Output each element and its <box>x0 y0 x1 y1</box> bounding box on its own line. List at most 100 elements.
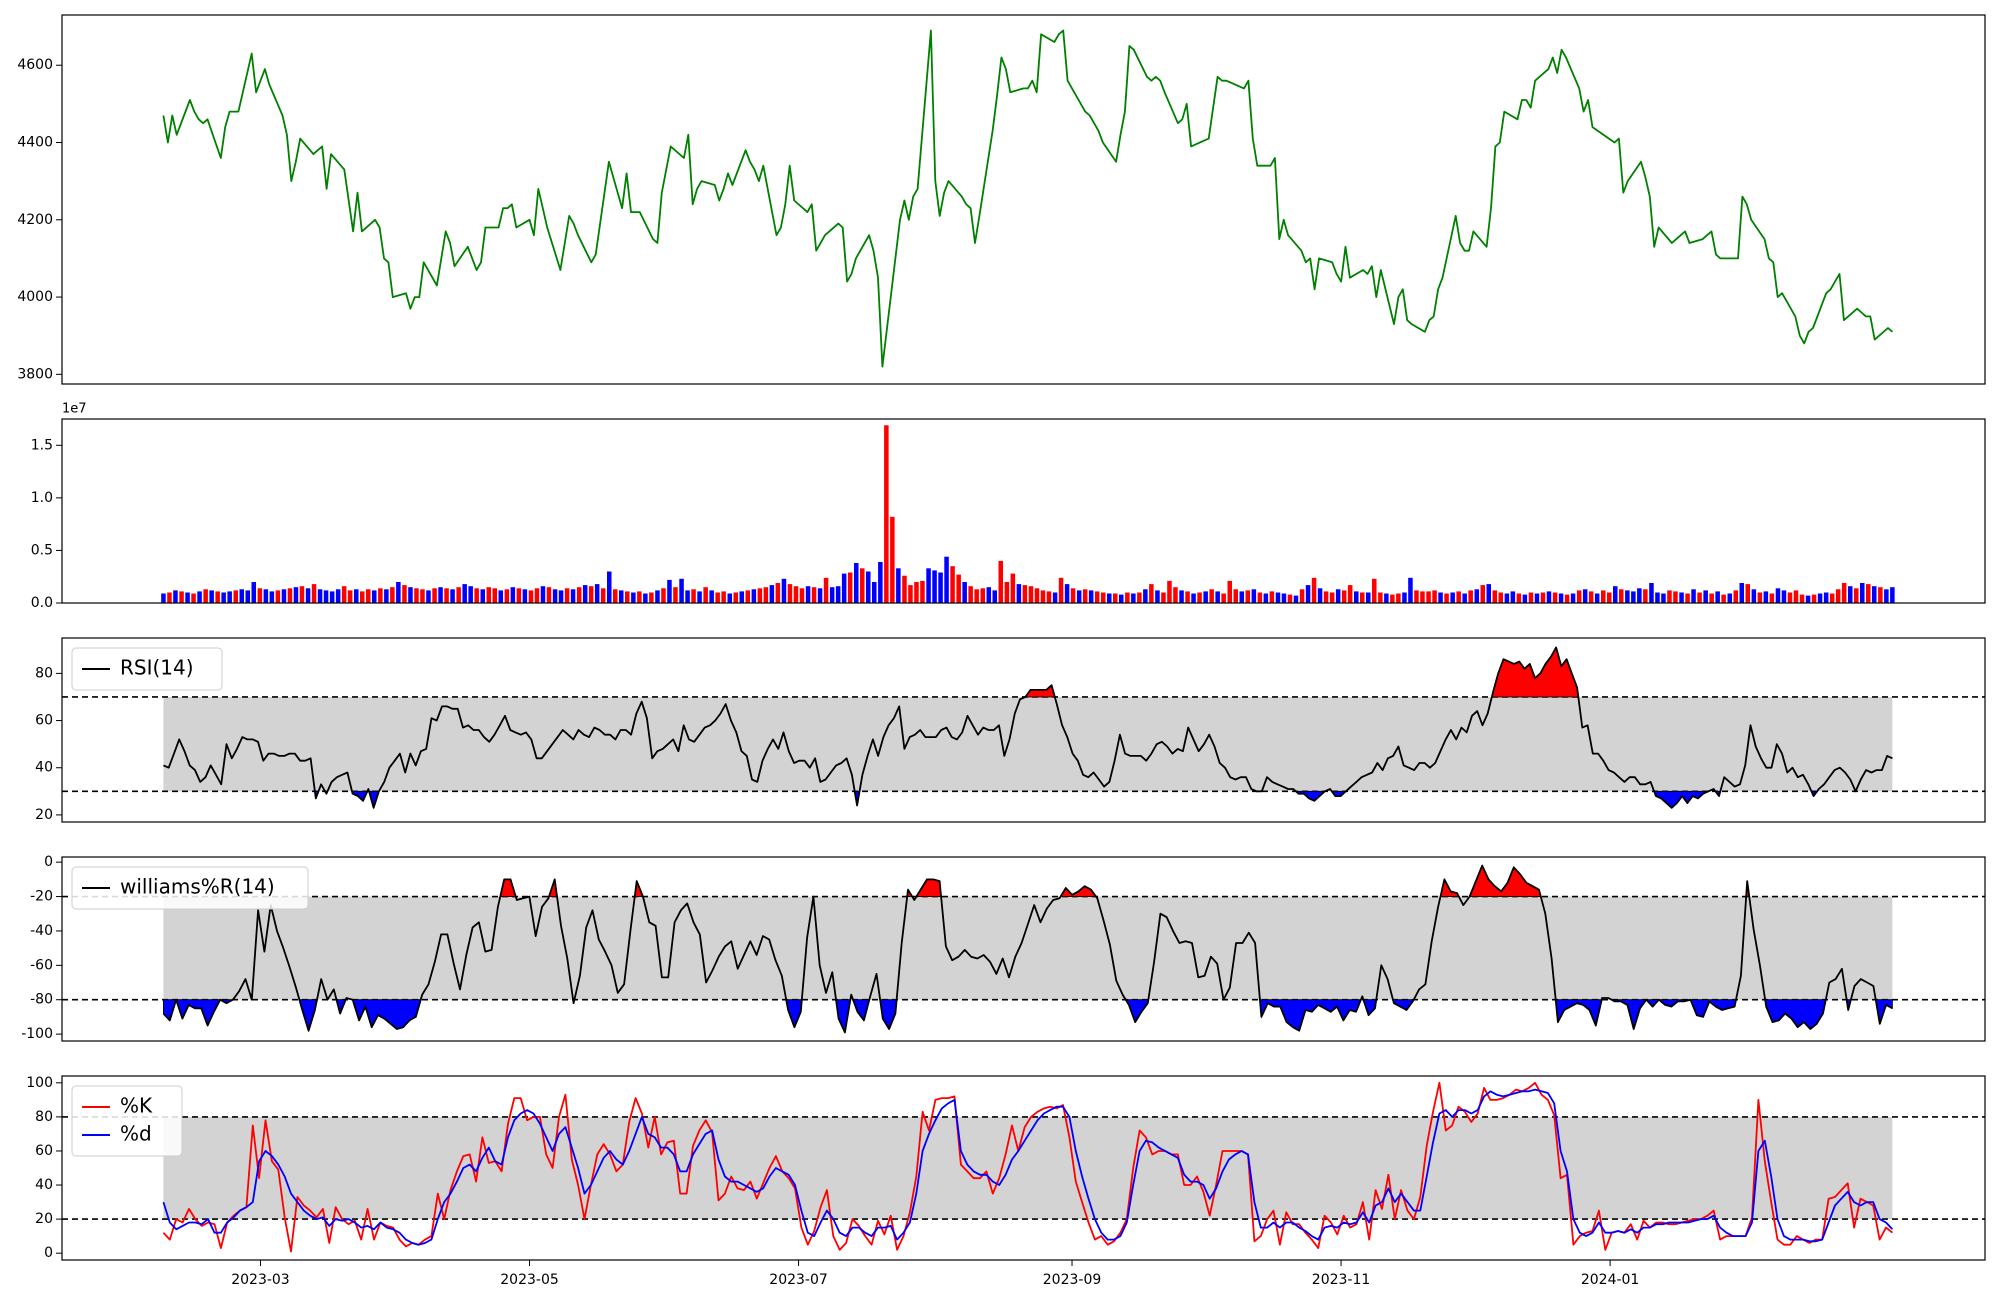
y-tick-label: 100 <box>26 1075 53 1091</box>
volume-bar <box>329 591 335 603</box>
volume-bar <box>1347 585 1353 603</box>
volume-bar <box>492 588 498 603</box>
volume-bar <box>1191 593 1196 603</box>
date-axis: 2023-03 2023-05 2023-07 2023-09 2023-11 2024-… <box>231 1260 1639 1288</box>
volume-bar <box>299 586 305 603</box>
volume-bar <box>1637 588 1642 603</box>
volume-bar <box>1251 589 1257 603</box>
volume-bar <box>167 592 172 603</box>
volume-bar <box>444 588 449 603</box>
x-tick-label: 2023-11 <box>1312 1272 1371 1288</box>
axes-frame <box>61 418 1986 604</box>
volume-bar <box>1281 593 1287 603</box>
volume-bar <box>1673 591 1678 603</box>
volume-bar <box>1685 593 1690 603</box>
volume-bar <box>878 562 883 603</box>
volume-bar <box>540 586 546 603</box>
volume-bar <box>860 568 865 603</box>
volume-bar <box>956 574 961 603</box>
x-tick-label: 2023-03 <box>231 1272 290 1288</box>
volume-bar <box>1113 593 1118 603</box>
volume-bar <box>974 589 979 603</box>
volume-bar <box>341 586 347 603</box>
volume-bar <box>775 583 781 603</box>
volume-bar <box>558 590 564 603</box>
volume-bar <box>1335 589 1341 603</box>
volume-bar <box>1787 592 1793 603</box>
volume-bar <box>829 587 835 603</box>
y-tick-label: 20 <box>35 1211 53 1227</box>
volume-bar <box>1655 592 1660 603</box>
volume-bar <box>432 588 437 603</box>
volume-bar <box>649 592 654 603</box>
volume-bar <box>420 589 425 603</box>
y-tick-label: 60 <box>35 1143 53 1159</box>
volume-bar <box>1004 582 1010 603</box>
volume-bar <box>1613 586 1618 603</box>
volume-bar <box>1088 590 1094 603</box>
volume-bar <box>691 589 696 603</box>
volume-bar <box>1426 591 1431 603</box>
volume-bar <box>1540 592 1546 603</box>
volume-bar <box>1070 588 1076 603</box>
volume-bar <box>902 575 907 603</box>
volume-bar <box>1619 589 1624 603</box>
volume-bar <box>245 590 251 603</box>
volume-bar <box>1763 591 1769 603</box>
volume-bar <box>1209 589 1214 603</box>
y-tick-label: -60 <box>30 957 53 973</box>
volume-bar <box>1269 591 1275 603</box>
y-tick-label: 20 <box>35 807 53 823</box>
volume-bar <box>685 590 690 603</box>
y-tick-label: 1.5 <box>31 437 53 453</box>
volume-bar <box>655 590 660 603</box>
volume-bar <box>1323 591 1329 603</box>
axes-frame <box>61 856 1986 1042</box>
volume-bar <box>173 590 178 603</box>
volume-bar <box>1263 593 1269 603</box>
volume-bar <box>1155 590 1160 603</box>
volume-bar <box>1817 593 1823 603</box>
volume-bar <box>1275 592 1281 603</box>
volume-bar <box>866 571 871 603</box>
volume-bar <box>197 591 202 603</box>
volume-bar <box>594 584 600 603</box>
y-tick-label: 0 <box>44 1245 53 1261</box>
volume-bar <box>637 591 642 603</box>
volume-bar <box>161 593 166 603</box>
volume-bar <box>1528 592 1534 603</box>
volume-bar <box>986 587 992 603</box>
volume-bar <box>438 587 443 603</box>
volume-bar <box>817 588 823 603</box>
volume-bar <box>1185 591 1190 603</box>
volume-bar <box>841 573 847 603</box>
volume-bar <box>1486 584 1492 603</box>
volume-bar <box>1143 589 1148 603</box>
volume-bar <box>1167 580 1172 603</box>
volume-bar <box>1414 590 1419 603</box>
y-tick-label: 80 <box>35 665 53 681</box>
volume-bar <box>366 589 371 603</box>
volume-bar <box>1101 592 1106 603</box>
volume-bar <box>968 586 973 603</box>
volume-bar <box>1034 588 1040 603</box>
volume-bar <box>1161 592 1166 603</box>
volume-bar <box>1793 590 1799 603</box>
volume-bar <box>1679 592 1684 603</box>
volume-bar <box>263 589 269 603</box>
y-tick-label: 3800 <box>17 366 53 382</box>
volume-bar <box>914 582 919 603</box>
volume-bar <box>1733 590 1739 603</box>
volume-bar <box>1631 591 1636 603</box>
volume-bar <box>607 571 612 603</box>
volume-bar <box>950 566 955 603</box>
oversold-fill <box>352 999 422 1030</box>
volume-bar <box>390 587 395 603</box>
volume-bar <box>661 588 666 603</box>
volume-bar <box>1649 583 1654 603</box>
volume-panel: 0.0 0.5 1.0 1.5 1e7 <box>31 402 1986 611</box>
volume-bar <box>384 589 389 603</box>
volume-bar <box>1239 591 1245 603</box>
volume-bar <box>1552 592 1558 603</box>
volume-bar <box>323 590 329 603</box>
